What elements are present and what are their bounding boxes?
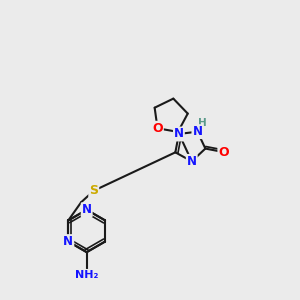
Text: O: O xyxy=(218,146,229,159)
Text: N: N xyxy=(63,235,73,248)
Text: N: N xyxy=(174,128,184,140)
Text: S: S xyxy=(89,184,98,197)
Text: NH₂: NH₂ xyxy=(75,270,98,280)
Text: O: O xyxy=(152,122,163,135)
Text: N: N xyxy=(192,125,203,138)
Text: H: H xyxy=(198,118,206,128)
Text: N: N xyxy=(187,155,197,168)
Text: N: N xyxy=(82,203,92,216)
